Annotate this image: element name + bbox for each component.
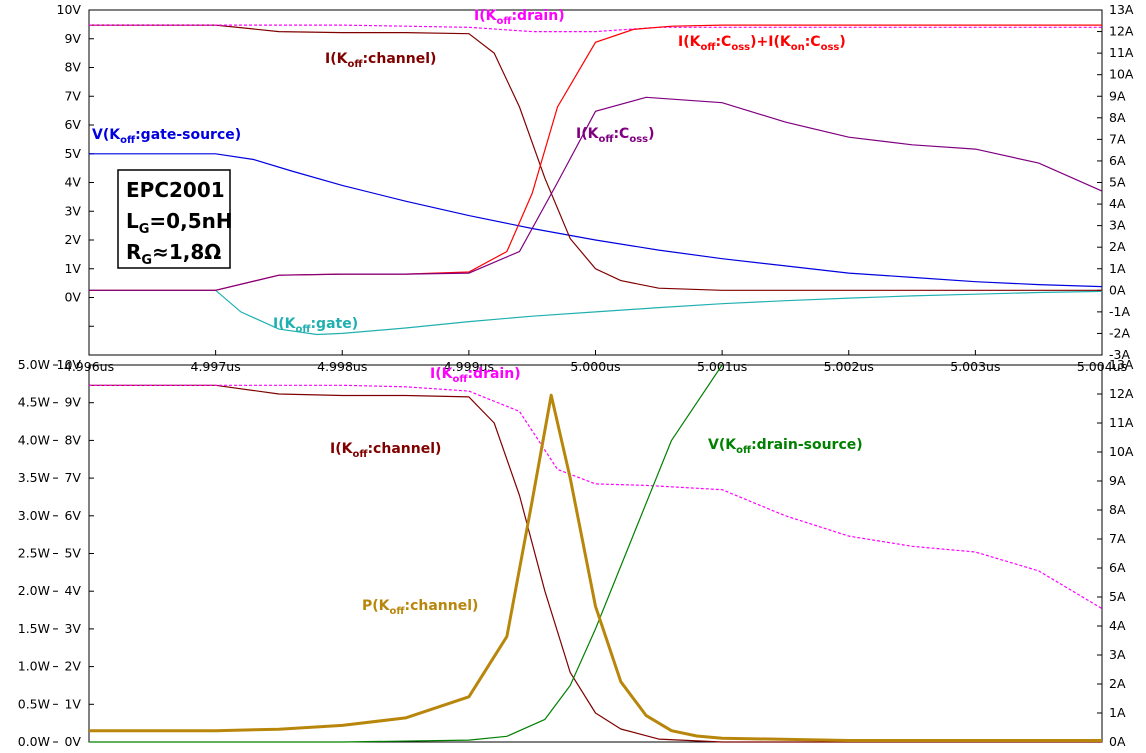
y-right-tick-label: 6A — [1109, 560, 1126, 575]
x-tick-label: 5.002us — [824, 359, 874, 374]
series-line — [89, 153, 1103, 288]
annotation-box — [117, 169, 231, 269]
y-right-tick-label: 12A — [1109, 24, 1134, 39]
plot-frame — [88, 364, 1103, 743]
y-right-tick-label: 8A — [1109, 502, 1126, 517]
y-left-w-tick-label: 1.0W — [18, 659, 50, 674]
series-label: V(Koff:gate-source) — [92, 127, 241, 146]
series-line — [89, 24, 1102, 291]
y-left-tick-label: 7V — [64, 88, 81, 103]
y-left-w-tick-label: 2.5W — [18, 546, 50, 561]
y-right-tick-label: 11A — [1109, 45, 1134, 60]
y-left-tick-label: 10V — [57, 2, 82, 17]
y-left-tick-label: 3V — [64, 203, 81, 218]
y-right-tick-label: 3A — [1109, 647, 1126, 662]
y-left-w-tick-label: 4.5W — [18, 395, 50, 410]
y-left-v-tick-label: 8V — [64, 432, 81, 447]
y-left-v-tick-label: 1V — [64, 696, 81, 711]
y-left-v-tick-label: 0V — [64, 734, 81, 749]
y-right-tick-label: 4A — [1109, 618, 1126, 633]
y-left-v-tick-label: 2V — [64, 659, 81, 674]
y-left-v-tick-label: 9V — [64, 395, 81, 410]
y-right-tick-label: -3A — [1109, 347, 1130, 362]
plot-frame — [88, 9, 1103, 356]
y-left-w-tick-label: 4.0W — [18, 432, 50, 447]
y-right-tick-label: -1A — [1109, 304, 1130, 319]
y-right-tick-label: 7A — [1109, 131, 1126, 146]
y-left-w-tick-label: 3.0W — [18, 508, 50, 523]
y-left-tick-label: 0V — [64, 290, 81, 305]
y-right-tick-label: 11A — [1109, 415, 1134, 430]
x-tick-label: 4.998us — [317, 359, 367, 374]
y-right-tick-label: 6A — [1109, 153, 1126, 168]
y-left-w-tick-label: 3.5W — [18, 470, 50, 485]
top-plot: 10V 9V 8V 7V 6V 5V 4V 3V 2V 1V 0V 13A 12A 11A 10A 9A 8A 7… — [57, 2, 1134, 374]
y-right-tick-label: 2A — [1109, 239, 1126, 254]
series-label: P(Koff:channel) — [362, 598, 478, 617]
y-right-tick-label: 0A — [1109, 734, 1126, 749]
y-right-tick-label: 4A — [1109, 196, 1126, 211]
y-right-tick-label: 5A — [1109, 175, 1126, 190]
x-tick-label: 5.001us — [697, 359, 747, 374]
y-right-tick-label: 13A — [1109, 2, 1134, 17]
y-right-tick-label: 8A — [1109, 110, 1126, 125]
y-left-tick-label: 4V — [64, 175, 81, 190]
series-label: I(Koff:drain) — [430, 366, 521, 385]
series-line — [89, 384, 1103, 610]
annotation-text: LG=0,5nH — [126, 209, 233, 237]
series-line — [89, 96, 1103, 291]
y-right-tick-label: 2A — [1109, 676, 1126, 691]
y-right-tick-label: 10A — [1109, 67, 1134, 82]
y-left-w-tick-label: 5.0W — [18, 357, 50, 372]
x-tick-label: 4.999us — [444, 359, 494, 374]
y-right-tick-label: -2A — [1109, 325, 1130, 340]
y-left-w-tick-label: 2.0W — [18, 583, 50, 598]
y-left-tick-label: 2V — [64, 232, 81, 247]
y-left-tick-label: 6V — [64, 117, 81, 132]
series-label: I(Koff:channel) — [325, 51, 436, 70]
y-right-tick-label: 1A — [1109, 705, 1126, 720]
series-label: I(Koff:Coss) — [576, 126, 655, 145]
y-right-tick-label: 9A — [1109, 473, 1126, 488]
y-left-v-tick-label: 7V — [64, 470, 81, 485]
series-label: V(Koff:drain-source) — [708, 437, 863, 456]
y-left-v-tick-label: 10V — [57, 357, 82, 372]
series-line — [89, 393, 1102, 742]
y-right-tick-label: 5A — [1109, 589, 1126, 604]
y-right-tick-label: 1A — [1109, 261, 1126, 276]
series-label: I(Koff:Coss)+I(Kon:Coss) — [678, 34, 846, 53]
y-left-v-tick-label: 3V — [64, 621, 81, 636]
series-label: I(Koff:gate) — [273, 316, 358, 335]
series-label: I(Koff:drain) — [474, 8, 565, 27]
series-line — [89, 24, 1102, 33]
y-left-tick-label: 8V — [64, 60, 81, 75]
y-left-tick-label: 1V — [64, 261, 81, 276]
y-left-tick-label: 9V — [64, 31, 81, 46]
y-left-tick-label: 5V — [64, 146, 81, 161]
annotation-text: EPC2001 — [126, 178, 225, 202]
y-left-v-tick-label: 5V — [64, 546, 81, 561]
bottom-plot: 10V 9V 8V 7V 6V 5V 4V 3V 2V 1V 0V 5.0W 4.5W 4.0W 3.5W 3… — [18, 357, 1134, 749]
y-left-w-tick-label: 0.5W — [18, 696, 50, 711]
y-right-tick-label: 9A — [1109, 88, 1126, 103]
x-tick-label: 5.000us — [570, 359, 620, 374]
y-right-tick-label: 0A — [1109, 282, 1126, 297]
y-right-tick-label: 7A — [1109, 531, 1126, 546]
x-tick-label: 5.003us — [950, 359, 1000, 374]
y-left-w-tick-label: 0.0W — [18, 734, 50, 749]
y-right-tick-label: 12A — [1109, 386, 1134, 401]
y-right-tick-label: 13A — [1109, 357, 1134, 372]
series-line — [89, 384, 1102, 743]
y-right-tick-label: 10A — [1109, 444, 1134, 459]
series-line — [89, 364, 723, 743]
x-tick-label: 4.997us — [191, 359, 241, 374]
y-left-v-tick-label: 6V — [64, 508, 81, 523]
series-label: I(Koff:channel) — [330, 441, 441, 460]
series-line — [89, 289, 1103, 336]
y-left-w-tick-label: 1.5W — [18, 621, 50, 636]
y-left-v-tick-label: 4V — [64, 583, 81, 598]
annotation-text: RG≈1,8Ω — [126, 240, 221, 268]
y-right-tick-label: 3A — [1109, 218, 1126, 233]
